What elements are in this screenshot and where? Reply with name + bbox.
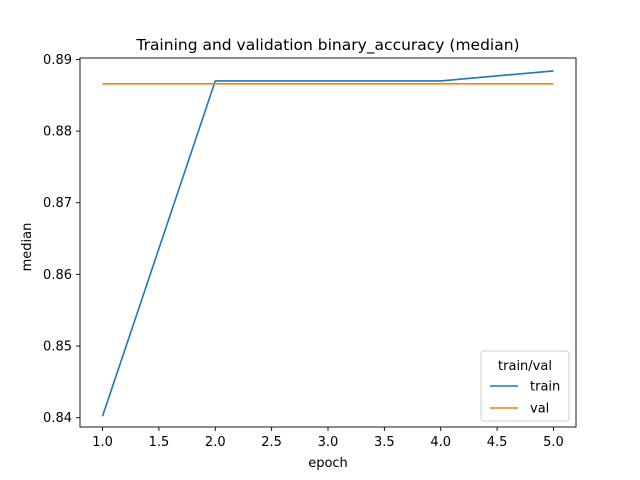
series-line-train bbox=[101, 70, 554, 417]
y-tick-label: 0.85 bbox=[43, 340, 72, 355]
legend-box bbox=[480, 350, 570, 422]
y-tick-label: 0.86 bbox=[43, 268, 72, 283]
y-tick-label: 0.89 bbox=[43, 53, 72, 68]
legend-label-train: train bbox=[530, 380, 560, 395]
x-tick-label: 1.0 bbox=[92, 435, 113, 450]
x-tick-label: 2.5 bbox=[261, 435, 282, 450]
y-axis-title: median bbox=[20, 223, 35, 272]
x-tick-label: 4.0 bbox=[430, 435, 451, 450]
ticks-layer: 1.0 1.5 2.0 2.5 3.0 3.5 4.0 4.5 5.0 0.84 0.85 0.86 0… bbox=[43, 53, 564, 450]
x-tick-label: 4.5 bbox=[487, 435, 508, 450]
y-tick-label: 0.87 bbox=[43, 196, 72, 211]
x-tick-label: 2.0 bbox=[205, 435, 226, 450]
x-tick-label: 1.5 bbox=[149, 435, 170, 450]
x-axis-title: epoch bbox=[308, 456, 348, 471]
series-layer bbox=[101, 70, 554, 417]
y-tick-label: 0.88 bbox=[43, 125, 72, 140]
x-tick-label: 3.0 bbox=[318, 435, 339, 450]
x-tick-label: 3.5 bbox=[374, 435, 395, 450]
legend-title: train/val bbox=[498, 359, 552, 374]
chart-title: Training and validation binary_accuracy … bbox=[135, 36, 519, 55]
legend: train/val train val bbox=[480, 350, 570, 422]
legend-label-val: val bbox=[530, 402, 549, 417]
y-tick-label: 0.84 bbox=[43, 411, 72, 426]
x-tick-label: 5.0 bbox=[543, 435, 564, 450]
